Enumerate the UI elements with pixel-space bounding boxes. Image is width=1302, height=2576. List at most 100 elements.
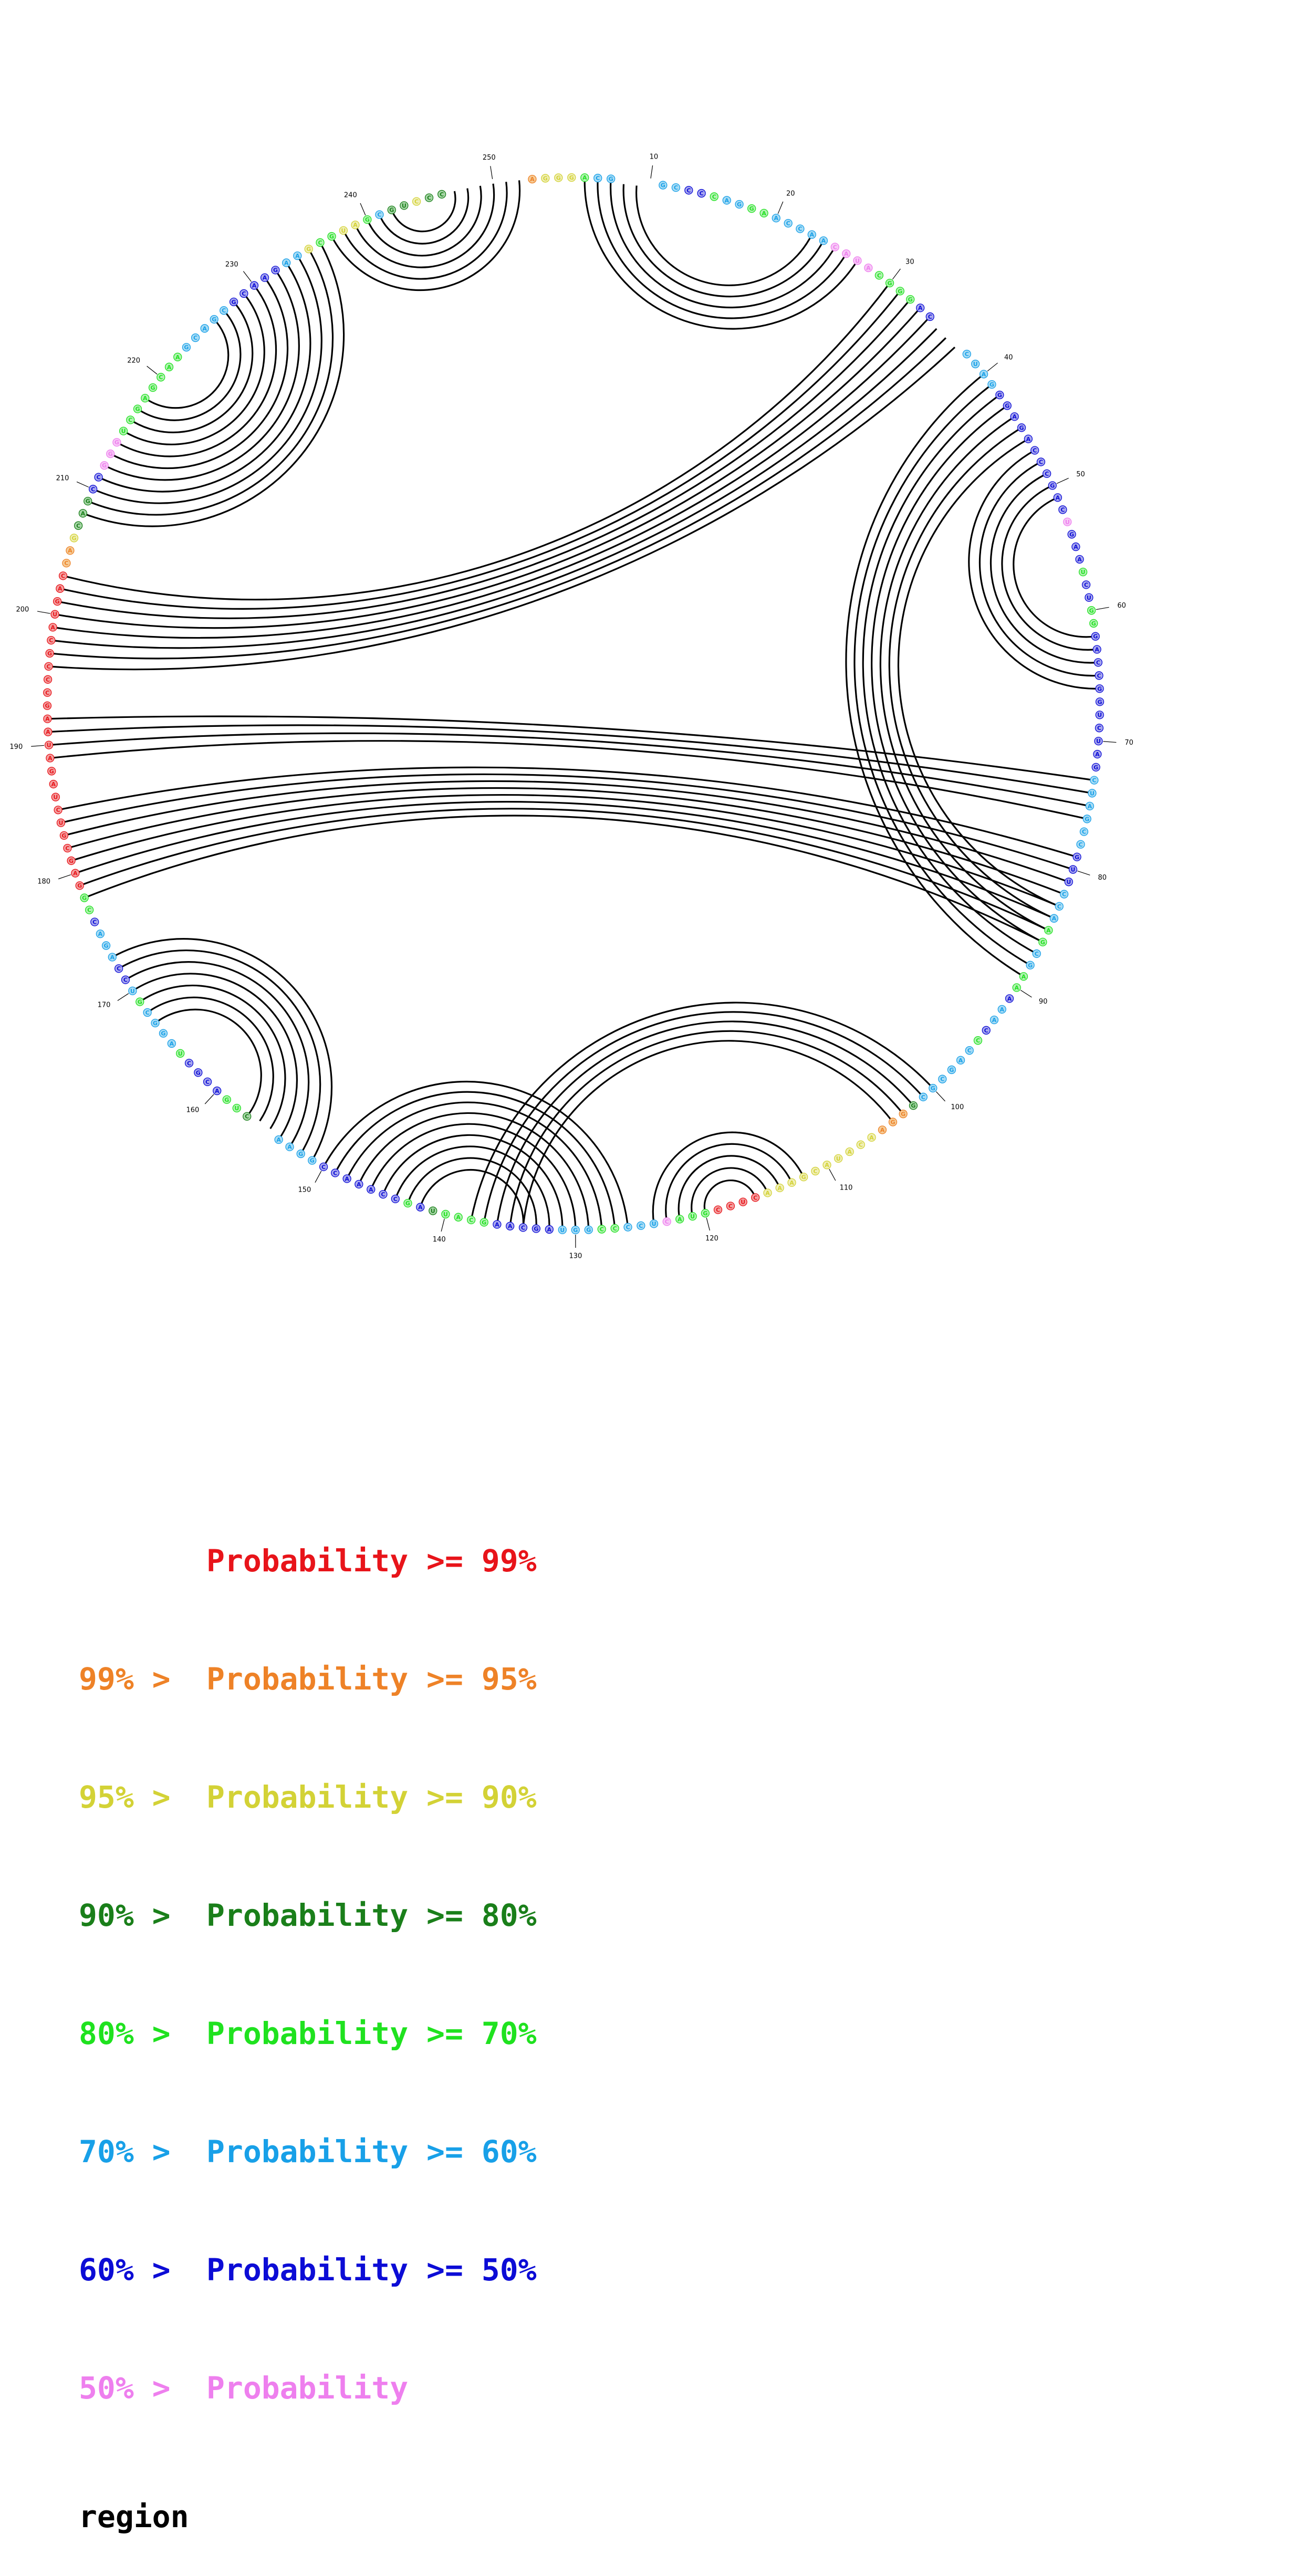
nucleotide-letter: A — [992, 1017, 997, 1024]
nucleotide: A — [957, 1056, 965, 1064]
legend-row-prefix: 90% > — [79, 1896, 206, 1935]
nucleotide-letter: A — [821, 237, 826, 244]
tick-label: 50 — [1076, 471, 1085, 478]
nucleotide: G — [571, 1226, 579, 1234]
nucleotide: G — [748, 205, 756, 213]
tick-label: 90 — [1039, 998, 1048, 1006]
nucleotide: G — [532, 1225, 540, 1233]
nucleotide-letter: G — [49, 768, 54, 775]
nucleotide-letter: G — [212, 316, 216, 323]
nucleotide: A — [66, 547, 74, 555]
base-pair-arc — [130, 302, 252, 433]
tick-label: 80 — [1098, 874, 1107, 882]
nucleotide: C — [115, 965, 123, 973]
base-pair-arc — [50, 741, 1087, 819]
nucleotide-letter: G — [104, 942, 109, 949]
tick-label: 190 — [9, 743, 23, 751]
nucleotide-letter: C — [967, 1047, 972, 1054]
legend-row-label: Probability >= 95% — [206, 1661, 537, 1697]
nucleotide-letter: C — [686, 187, 691, 194]
nucleotide-letter: G — [1075, 854, 1079, 861]
nucleotide-letter: C — [222, 307, 226, 314]
nucleotide-letter: C — [596, 175, 600, 182]
nucleotide: G — [1090, 619, 1098, 627]
nucleotide-letter: G — [1089, 607, 1094, 614]
nucleotide-letter: C — [965, 351, 969, 358]
nucleotide-letter: A — [68, 547, 72, 554]
nucleotide: C — [1094, 659, 1102, 666]
nucleotide: C — [697, 190, 705, 197]
nucleotide: C — [726, 1202, 734, 1210]
nucleotide: G — [404, 1200, 412, 1207]
nucleotide-letter: G — [298, 1151, 303, 1157]
nucleotide: A — [1045, 926, 1053, 934]
nucleotide: C — [919, 1093, 927, 1101]
tick-mark — [441, 1219, 444, 1232]
nucleotide: C — [143, 1008, 151, 1016]
nucleotide-letter: U — [431, 1208, 435, 1215]
nucleotide: A — [493, 1221, 501, 1228]
nucleotide-letter: A — [847, 1149, 852, 1155]
tick-mark — [1103, 742, 1116, 743]
nucleotide-letter: A — [110, 954, 115, 961]
nucleotide-letter: A — [508, 1223, 513, 1230]
nucleotide-letter: G — [908, 296, 913, 303]
nucleotide: C — [935, 322, 943, 330]
nucleotide-letter: G — [801, 1174, 806, 1181]
nucleotide-letter: C — [49, 637, 53, 644]
nucleotide: C — [44, 675, 52, 683]
probability-legend: Probability >= 99% 99% > Probability >= … — [79, 1463, 537, 2576]
nucleotide: G — [659, 181, 667, 189]
nucleotide: C — [376, 211, 383, 218]
nucleotide-letter: C — [1039, 459, 1043, 466]
nucleotide-letter: G — [310, 1157, 315, 1164]
nucleotide-letter: A — [582, 174, 587, 181]
nucleotide: A — [108, 953, 116, 961]
nucleotide: G — [988, 381, 996, 389]
nucleotide-letter: C — [921, 1094, 925, 1101]
nucleotide: A — [367, 1185, 375, 1193]
nucleotide: A — [261, 274, 269, 281]
tick-mark — [892, 269, 900, 279]
nucleotide: C — [796, 225, 804, 233]
nucleotide-letter: G — [890, 1119, 895, 1125]
legend-row-prefix: 70% > — [79, 2132, 206, 2172]
nucleotide-letter: C — [1096, 659, 1100, 666]
nucleotide-letter: C — [712, 193, 716, 200]
base-pair-arc — [80, 809, 1049, 931]
nucleotide-letter: G — [482, 1219, 486, 1226]
nucleotide-letter: C — [1079, 841, 1083, 848]
nucleotide-letter: U — [741, 1199, 745, 1206]
nucleotide-letter: C — [87, 907, 91, 914]
nucleotide-letter: G — [161, 1030, 165, 1037]
nucleotide: G — [480, 1218, 488, 1226]
nucleotide-letter: C — [76, 523, 80, 529]
nucleotide: C — [1033, 950, 1040, 957]
nucleotide-letter: A — [880, 1127, 885, 1133]
legend-row-prefix: 60% > — [79, 2250, 206, 2290]
rna-circle-diagram: 1020304050607080901001101201301401501601… — [0, 0, 1302, 1287]
nucleotide: G — [149, 383, 157, 391]
tick-mark — [829, 1169, 836, 1181]
nucleotide-letter: A — [1012, 413, 1017, 420]
nucleotide: C — [47, 637, 55, 644]
nucleotide-letter: A — [918, 305, 923, 311]
nucleotide: A — [506, 1222, 514, 1230]
nucleotide: U — [51, 793, 59, 801]
nucleotide-letter: G — [329, 233, 334, 240]
nucleotide: A — [1050, 914, 1058, 922]
nucleotide-letter: A — [357, 1181, 361, 1188]
nucleotide: G — [113, 439, 121, 446]
base-pair-arc — [138, 310, 241, 420]
nucleotide-letter: U — [234, 1105, 239, 1112]
tick-mark — [205, 1094, 214, 1104]
nucleotide: A — [355, 1180, 363, 1188]
tick-mark — [31, 745, 44, 746]
nucleotide-letter: C — [984, 1027, 988, 1034]
nucleotide-letter: A — [276, 1136, 281, 1143]
nucleotide: G — [1048, 482, 1056, 489]
nucleotide: C — [965, 1047, 973, 1055]
nucleotide-letter: G — [1069, 531, 1074, 538]
nucleotide-letter: G — [573, 1227, 578, 1234]
tick-label: 30 — [905, 258, 914, 266]
